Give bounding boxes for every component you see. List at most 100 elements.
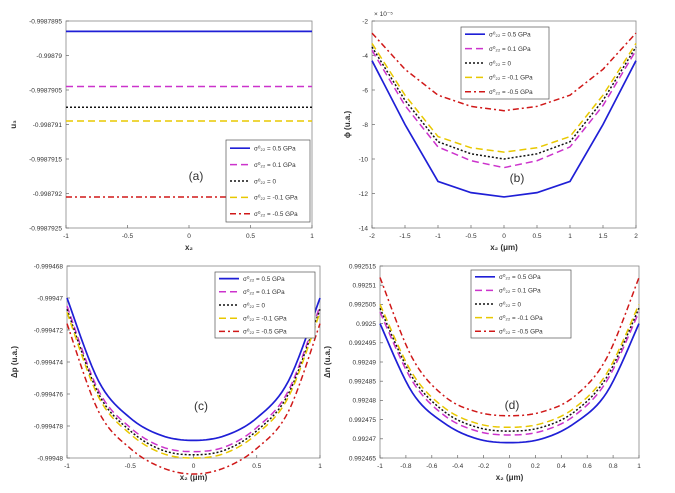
x-tick-label: -1 (64, 463, 70, 470)
legend-entry: σ⁰₂₂ = -0.5 GPa (489, 89, 533, 96)
y-tick-label: -0.9987905 (29, 87, 62, 94)
x-tick-label: 1.5 (598, 233, 607, 240)
y-tick-label: 0.9925 (356, 321, 376, 328)
legend-entry: σ⁰₂₂ = 0.1 GPa (499, 288, 541, 295)
y-tick-label: -0.999478 (34, 423, 64, 430)
y-tick-label: -0.99879 (36, 53, 62, 60)
series-line (371, 32, 637, 112)
series-line (371, 46, 637, 160)
x-tick-label: -0.5 (125, 463, 137, 470)
x-tick-label: -0.6 (426, 463, 438, 470)
y-tick-label: 0.992485 (349, 379, 376, 386)
panel-d-chart: -1 -0.8 -0.6 -0.4 -0.2 0 0.2 0.4 0.6 0.8 1 0.992515… (323, 263, 641, 482)
legend-entry: σ⁰₂₂ = 0.1 GPa (243, 289, 285, 296)
y-tick-label: -4 (362, 53, 368, 60)
legend-entry: σ⁰₂₂ = -0.5 GPa (243, 329, 287, 336)
y-tick-label: 0.99247 (353, 436, 377, 443)
x-tick-label: 1 (568, 233, 572, 240)
panel-b-chart: -2 -1.5 -1 -0.5 0 0.5 1 1.5 2 -2 -4 -6 -8 -10 -12 -14 x₂… (343, 11, 638, 252)
x-tick-label: 2 (634, 233, 638, 240)
x-tick-label: 0.5 (252, 463, 261, 470)
x-tick-label: -0.8 (400, 463, 412, 470)
y-tick-label: -0.9987925 (29, 225, 62, 232)
legend-entry: σ⁰₂₂ = -0.1 GPa (499, 315, 543, 322)
x-tick-label: 0 (187, 233, 191, 240)
y-axis-label: ϕ (u.a.) (343, 111, 352, 139)
legend-entry: σ⁰₂₂ = 0.1 GPa (489, 46, 531, 53)
x-tick-label: -0.5 (122, 233, 134, 240)
legend-entry: σ⁰₂₂ = 0 (489, 60, 511, 67)
y-tick-label: -0.99948 (37, 455, 63, 462)
x-tick-label: 0.5 (246, 233, 255, 240)
x-tick-label: 0.4 (557, 463, 566, 470)
series-line (66, 312, 321, 459)
x-tick-label: -0.5 (465, 233, 477, 240)
y-axis-label: Δn (u.a.) (323, 346, 332, 378)
series-line (371, 60, 637, 198)
y-tick-label: -14 (359, 225, 369, 232)
series-line (379, 304, 640, 429)
x-axis-label: x₂ (μm) (180, 473, 208, 482)
legend-entry: σ⁰₂₂ = 0 (254, 178, 276, 185)
y-tick-label: -0.999468 (34, 263, 64, 270)
series-line (379, 323, 640, 444)
panel-label: (c) (194, 399, 208, 413)
legend-box (460, 26, 550, 100)
x-tick-label: 0.8 (609, 463, 618, 470)
legend-entry: σ⁰₂₂ = -0.1 GPa (254, 195, 298, 202)
y-tick-label: 0.99248 (353, 398, 377, 405)
legend-entry: σ⁰₂₂ = -0.1 GPa (489, 75, 533, 82)
series-line (371, 49, 637, 169)
y-tick-label: 0.992515 (349, 263, 376, 270)
series-line (66, 308, 321, 456)
y-tick-label: 0.992495 (349, 340, 376, 347)
series-line (379, 307, 640, 432)
x-tick-label: -0.4 (452, 463, 464, 470)
x-tick-label: 1 (318, 463, 322, 470)
x-tick-label: -0.2 (478, 463, 490, 470)
legend-entry: σ⁰₂₂ = 0 (243, 302, 265, 309)
y-tick-label: -10 (359, 156, 369, 163)
y-tick-label: 0.99251 (353, 283, 377, 290)
series-line (66, 305, 321, 453)
legend-entry: σ⁰₂₂ = 0.5 GPa (254, 146, 296, 153)
panel-a-chart: -1 -0.5 0 0.5 1 -0.9987895 -0.99879 -0.9987905 -… (9, 18, 314, 252)
y-tick-label: -0.998792 (33, 191, 63, 198)
x-tick-label: -1 (63, 233, 69, 240)
x-tick-label: 1 (637, 463, 641, 470)
y-tick-label: -0.999476 (34, 391, 64, 398)
y-axis-label: Δp (u.a.) (10, 346, 19, 378)
legend-entry: σ⁰₂₂ = 0.1 GPa (254, 162, 296, 169)
panel-c-chart: -1 -0.5 0 0.5 1 -0.999468 -0.99947 -0.999472 -0.… (10, 263, 322, 482)
series-line (66, 323, 321, 475)
y-tick-label: 0.99249 (353, 359, 377, 366)
x-tick-label: -1 (377, 463, 383, 470)
y-tick-label: -0.9987895 (29, 18, 62, 25)
x-tick-label: 1 (310, 233, 314, 240)
x-tick-label: 0 (508, 463, 512, 470)
y-tick-label: -6 (362, 87, 368, 94)
x-axis-label: x₂ (185, 243, 193, 252)
legend-entry: σ⁰₂₂ = -0.5 GPa (499, 329, 543, 336)
series-line (371, 43, 637, 153)
y-tick-label: -0.9987915 (29, 156, 62, 163)
x-tick-label: -2 (369, 233, 375, 240)
x-tick-label: 0.5 (532, 233, 541, 240)
panel-label: (d) (505, 398, 520, 412)
x-tick-label: 0 (502, 233, 506, 240)
legend-entry: σ⁰₂₂ = 0.5 GPa (499, 274, 541, 281)
x-tick-label: 0.6 (583, 463, 592, 470)
panel-label: (a) (189, 169, 204, 183)
series-line (379, 277, 640, 417)
y-exponent-label: × 10⁻⁵ (374, 11, 393, 18)
y-tick-label: -8 (362, 122, 368, 129)
series-line (66, 297, 321, 442)
y-axis-label: u₃ (9, 120, 18, 129)
y-tick-label: 0.992465 (349, 455, 376, 462)
legend-entry: σ⁰₂₂ = 0.5 GPa (243, 276, 285, 283)
x-tick-label: 0.2 (531, 463, 540, 470)
x-tick-label: -1 (435, 233, 441, 240)
y-tick-label: 0.992505 (349, 302, 376, 309)
legend-entry: σ⁰₂₂ = -0.5 GPa (254, 211, 298, 218)
